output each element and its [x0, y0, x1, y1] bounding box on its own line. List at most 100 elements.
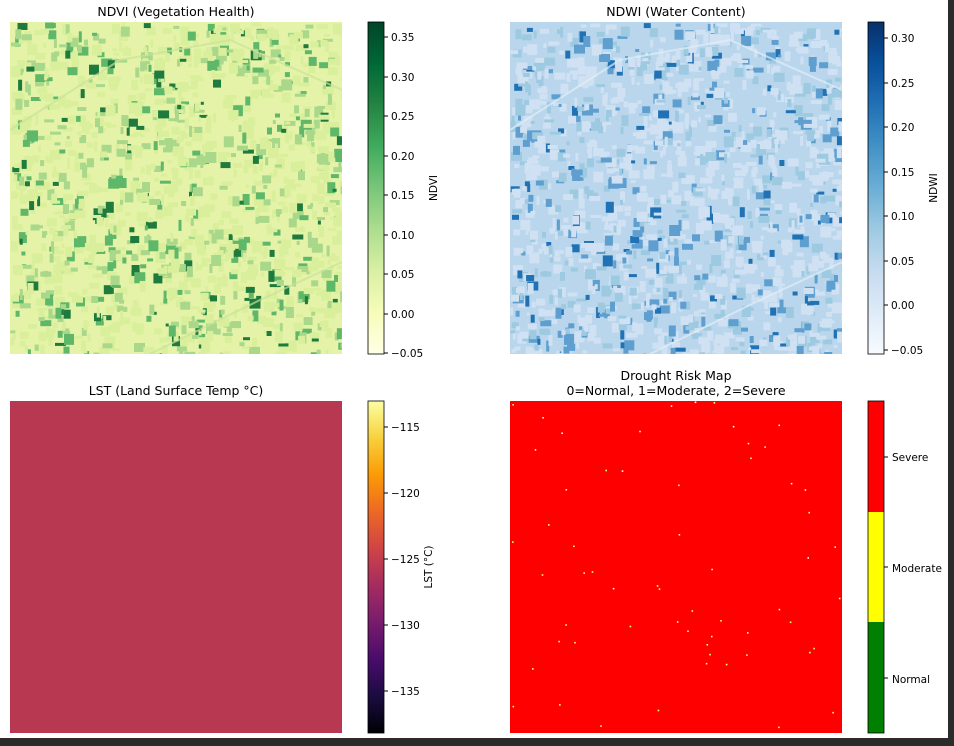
raster-cell — [515, 67, 522, 76]
raster-cell — [13, 265, 23, 276]
raster-cell — [563, 346, 570, 354]
raster-cell — [740, 142, 752, 153]
raster-cell — [317, 167, 328, 171]
raster-cell — [741, 327, 748, 332]
raster-cell — [516, 62, 528, 69]
raster-cell — [517, 270, 523, 279]
raster-cell — [624, 340, 635, 351]
raster-cell — [749, 44, 755, 50]
raster-cell — [219, 258, 229, 262]
raster-cell — [225, 251, 231, 260]
raster-cell — [734, 67, 744, 77]
raster-cell — [196, 319, 208, 323]
raster-cell — [801, 303, 808, 315]
raster-cell — [569, 189, 579, 199]
raster-cell — [794, 328, 802, 333]
raster-cell — [81, 306, 89, 313]
raster-cell — [31, 158, 39, 163]
raster-cell — [53, 264, 63, 274]
raster-cell — [644, 312, 652, 321]
raster-cell — [614, 285, 626, 295]
raster-cell — [519, 331, 529, 339]
raster-cell — [590, 215, 602, 218]
raster-cell — [239, 342, 245, 347]
raster-cell — [525, 105, 533, 114]
raster-cell — [107, 60, 115, 69]
raster-cell — [774, 139, 780, 144]
raster-cell — [136, 125, 145, 130]
raster-cell — [91, 44, 102, 56]
raster-cell — [811, 147, 817, 159]
raster-cell — [685, 326, 695, 331]
raster-cell — [719, 215, 725, 223]
raster-cell — [827, 93, 832, 105]
raster-cell — [178, 281, 188, 293]
raster-cell — [750, 154, 759, 158]
raster-cell — [233, 48, 245, 57]
raster-cell — [316, 24, 328, 30]
raster-cell — [605, 109, 612, 117]
raster-cell — [24, 99, 30, 107]
raster-cell — [640, 250, 650, 256]
raster-cell — [615, 46, 620, 53]
raster-cell — [105, 105, 116, 117]
raster-cell — [143, 23, 151, 29]
raster-cell — [207, 50, 213, 57]
raster-cell — [49, 256, 61, 262]
raster-cell — [69, 50, 78, 58]
raster-cell — [47, 189, 55, 201]
raster-cell — [664, 138, 673, 146]
raster-cell — [68, 213, 78, 219]
raster-cell — [178, 219, 182, 231]
raster-cell — [20, 291, 32, 300]
raster-cell — [589, 324, 597, 336]
raster-cell — [215, 59, 224, 65]
raster-cell — [678, 290, 682, 299]
raster-cell — [154, 98, 165, 105]
raster-cell — [172, 171, 179, 180]
raster-cell — [136, 192, 148, 202]
raster-cell — [317, 182, 326, 194]
raster-cell — [119, 317, 131, 325]
raster-cell — [52, 274, 63, 284]
raster-cell — [266, 75, 271, 85]
raster-cell — [243, 165, 249, 173]
drought-speck — [694, 401, 697, 404]
raster-cell — [808, 263, 819, 272]
raster-cell — [540, 100, 547, 105]
raster-cell — [531, 348, 543, 354]
raster-cell — [87, 333, 91, 342]
drought-speck — [746, 654, 748, 656]
raster-cell — [231, 31, 234, 41]
raster-cell — [632, 322, 638, 332]
raster-cell — [794, 105, 799, 114]
raster-cell — [290, 183, 302, 187]
raster-cell — [74, 210, 86, 219]
raster-cell — [332, 236, 342, 245]
raster-cell — [511, 294, 519, 302]
raster-cell — [31, 262, 35, 272]
raster-cell — [841, 31, 842, 36]
raster-cell — [50, 329, 56, 334]
raster-cell — [571, 169, 583, 176]
raster-cell — [579, 137, 585, 144]
raster-cell — [752, 67, 764, 73]
raster-cell — [176, 178, 183, 185]
raster-cell — [818, 343, 823, 348]
raster-cell — [125, 155, 130, 162]
raster-cell — [586, 142, 593, 148]
raster-cell — [58, 95, 67, 107]
raster-cell — [639, 113, 650, 116]
raster-cell — [153, 141, 158, 151]
raster-cell — [168, 139, 180, 150]
raster-cell — [139, 76, 143, 84]
raster-cell — [243, 337, 250, 341]
ndvi-tick: 0.35 — [391, 32, 414, 44]
raster-cell — [559, 103, 567, 112]
raster-cell — [185, 141, 192, 147]
raster-cell — [315, 130, 327, 141]
raster-cell — [594, 140, 598, 152]
raster-cell — [696, 264, 702, 270]
raster-cell — [259, 161, 264, 172]
raster-cell — [628, 170, 640, 179]
